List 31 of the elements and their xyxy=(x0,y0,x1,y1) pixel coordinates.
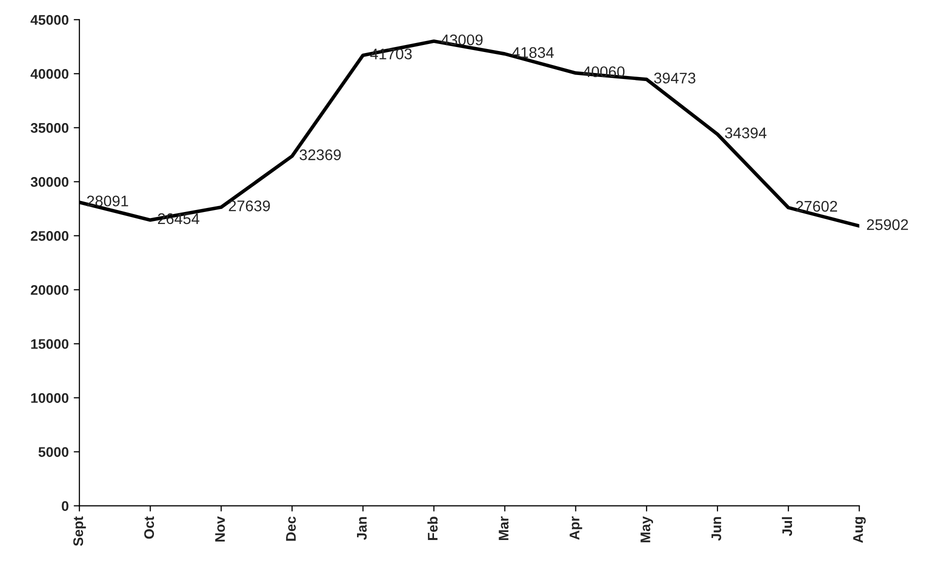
y-tick-label: 35000 xyxy=(30,123,68,133)
x-tick-label: Sept xyxy=(73,516,86,546)
x-tick-label: Jul xyxy=(782,517,792,536)
data-label: 27639 xyxy=(228,200,270,212)
data-label: 26454 xyxy=(158,213,200,224)
data-label: 25902 xyxy=(866,219,908,230)
x-tick-label: Jan xyxy=(357,517,367,540)
x-tick-label: Feb xyxy=(427,516,438,540)
y-tick-label: 5000 xyxy=(38,447,68,457)
x-tick-label: Aug xyxy=(853,517,866,543)
y-tick-label: 40000 xyxy=(30,69,68,79)
x-tick-label: Jun xyxy=(712,517,722,541)
y-tick-label: 45000 xyxy=(30,15,68,25)
y-tick-label: 30000 xyxy=(30,177,68,187)
y-tick-label: 10000 xyxy=(31,393,68,403)
x-tick-label: Apr xyxy=(570,516,582,540)
x-tick-label: Oct xyxy=(144,516,154,539)
data-label: 39473 xyxy=(654,72,696,84)
y-tick-label: 0 xyxy=(62,501,68,511)
x-tick-label: Mar xyxy=(498,516,509,540)
y-tick-label: 15000 xyxy=(31,339,68,349)
data-label: 41834 xyxy=(512,47,554,58)
y-tick-label: 20000 xyxy=(30,285,68,295)
data-label: 34394 xyxy=(725,128,766,138)
data-label: 28091 xyxy=(87,196,128,206)
data-label: 32369 xyxy=(300,149,341,160)
x-tick-label: May xyxy=(640,516,654,542)
data-label: 27602 xyxy=(796,200,838,212)
x-tick-label: Dec xyxy=(286,516,296,541)
x-tick-label: Nov xyxy=(215,516,225,542)
y-tick-label: 25000 xyxy=(30,231,68,241)
